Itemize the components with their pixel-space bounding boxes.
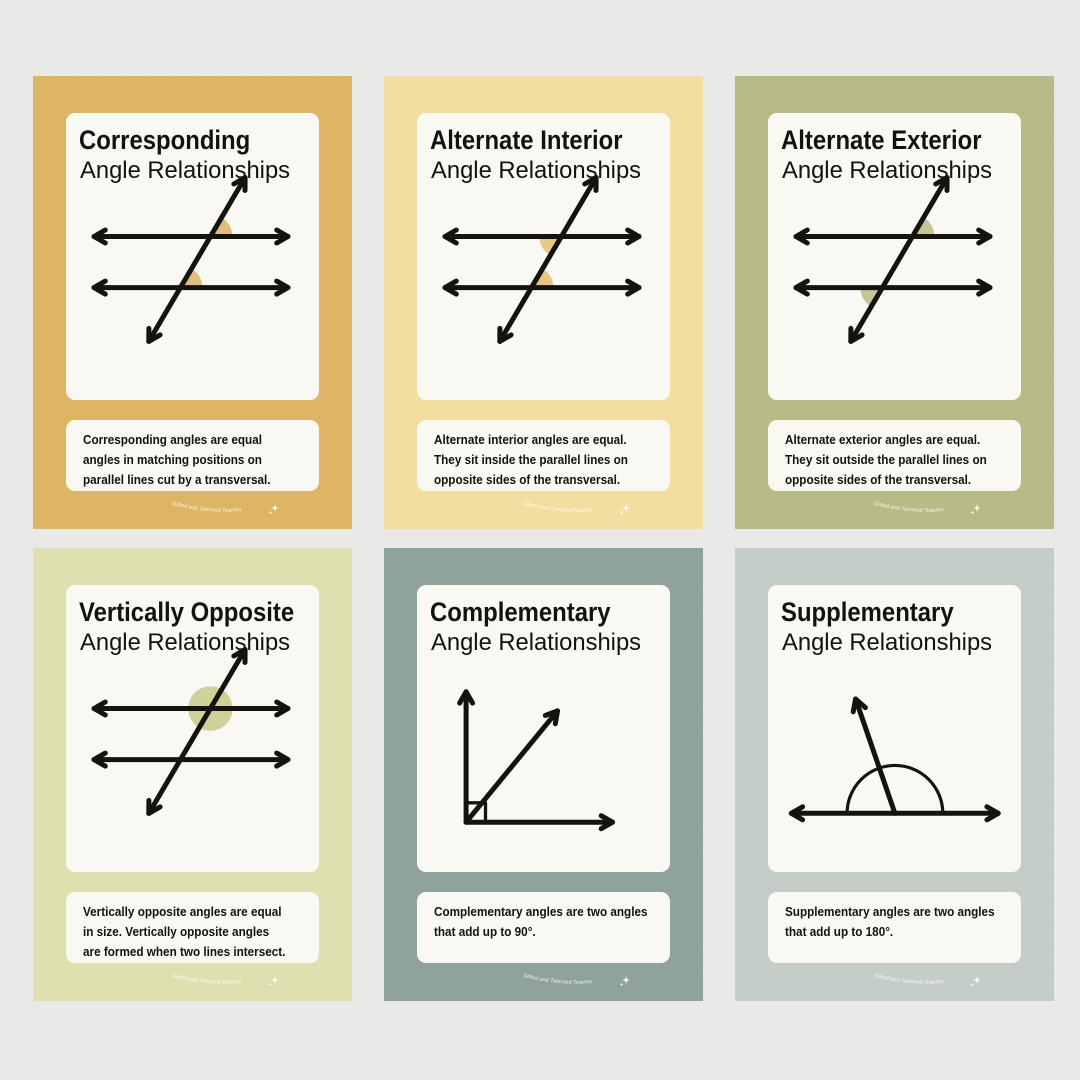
svg-text:Gifted and Talented Teacher: Gifted and Talented Teacher [873,501,944,514]
svg-text:Gifted and Talented Teacher: Gifted and Talented Teacher [873,973,944,986]
svg-text:Gifted and Talented Teacher: Gifted and Talented Teacher [522,973,593,986]
svg-text:Gifted and Talented Teacher: Gifted and Talented Teacher [171,973,242,986]
svg-text:Gifted and Talented Teacher: Gifted and Talented Teacher [522,501,593,514]
svg-text:Gifted and Talented Teacher: Gifted and Talented Teacher [171,501,242,514]
